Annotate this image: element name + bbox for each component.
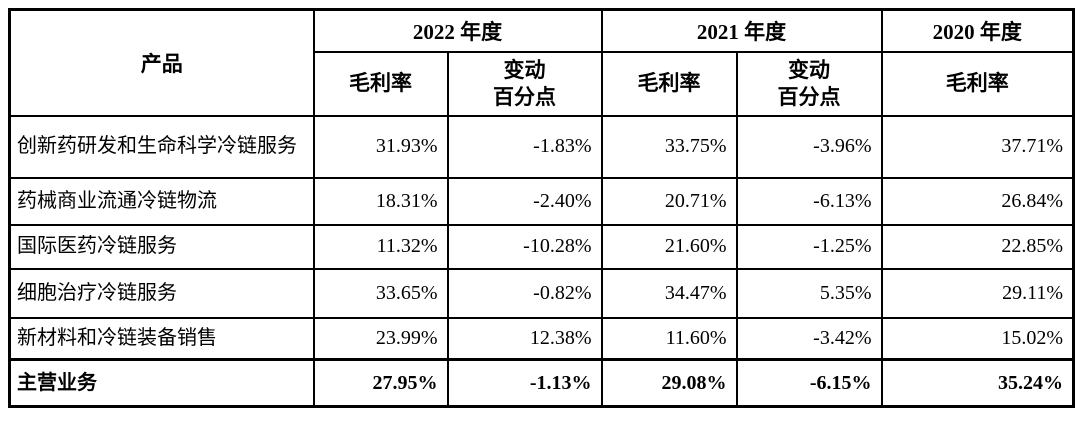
value-cell: 20.71% [600,176,738,226]
value-cell: 12.38% [446,316,603,361]
value-cell: 29.11% [880,267,1075,319]
value-cell: 11.60% [600,316,738,361]
table-row: 创新药研发和生命科学冷链服务 31.93% -1.83% 33.75% -3.9… [8,114,1075,179]
product-name: 新材料和冷链装备销售 [8,316,315,361]
value-cell: -10.28% [446,223,603,270]
value-cell: -1.25% [735,223,883,270]
value-cell: 35.24% [880,358,1075,408]
value-cell: 37.71% [880,114,1075,179]
year-2021-header: 2021 年度 [600,8,883,53]
gross-margin-table: 产品 2022 年度 2021 年度 2020 年度 毛利率 变动 百分点 毛利… [8,8,1075,408]
year-2022-header: 2022 年度 [312,8,603,53]
gross-margin-2021-header: 毛利率 [600,50,738,117]
value-cell: -1.83% [446,114,603,179]
table-header-sub-row: 毛利率 变动 百分点 毛利率 变动 百分点 毛利率 [10,50,1075,117]
value-cell: -0.82% [446,267,603,319]
product-name: 药械商业流通冷链物流 [8,176,315,226]
value-cell: -3.96% [735,114,883,179]
value-cell: 33.65% [312,267,449,319]
table-row: 细胞治疗冷链服务 33.65% -0.82% 34.47% 5.35% 29.1… [8,267,1075,319]
value-cell: 18.31% [312,176,449,226]
table-header-year-row: 产品 2022 年度 2021 年度 2020 年度 [8,8,1075,117]
product-name: 主营业务 [8,358,315,408]
value-cell: 21.60% [600,223,738,270]
value-cell: 33.75% [600,114,738,179]
change-pp-2022-header: 变动 百分点 [446,50,603,117]
table-row-total: 主营业务 27.95% -1.13% 29.08% -6.15% 35.24% [8,358,1075,408]
value-cell: -3.42% [735,316,883,361]
product-name: 细胞治疗冷链服务 [8,267,315,319]
product-column-header: 产品 [8,8,315,117]
table-row: 新材料和冷链装备销售 23.99% 12.38% 11.60% -3.42% 1… [8,316,1075,361]
value-cell: 26.84% [880,176,1075,226]
product-name: 国际医药冷链服务 [8,223,315,270]
value-cell: -6.13% [735,176,883,226]
value-cell: -1.13% [446,358,603,408]
value-cell: 22.85% [880,223,1075,270]
table-row: 国际医药冷链服务 11.32% -10.28% 21.60% -1.25% 22… [8,223,1075,270]
change-pp-2021-header: 变动 百分点 [735,50,883,117]
value-cell: 27.95% [312,358,449,408]
year-2020-header: 2020 年度 [880,8,1075,53]
value-cell: 5.35% [735,267,883,319]
value-cell: 15.02% [880,316,1075,361]
gross-margin-2022-header: 毛利率 [312,50,449,117]
gross-margin-2020-header: 毛利率 [880,50,1075,117]
value-cell: -6.15% [735,358,883,408]
table-row: 药械商业流通冷链物流 18.31% -2.40% 20.71% -6.13% 2… [8,176,1075,226]
value-cell: 34.47% [600,267,738,319]
value-cell: 31.93% [312,114,449,179]
value-cell: 23.99% [312,316,449,361]
product-name: 创新药研发和生命科学冷链服务 [8,114,315,179]
value-cell: 11.32% [312,223,449,270]
value-cell: -2.40% [446,176,603,226]
value-cell: 29.08% [600,358,738,408]
